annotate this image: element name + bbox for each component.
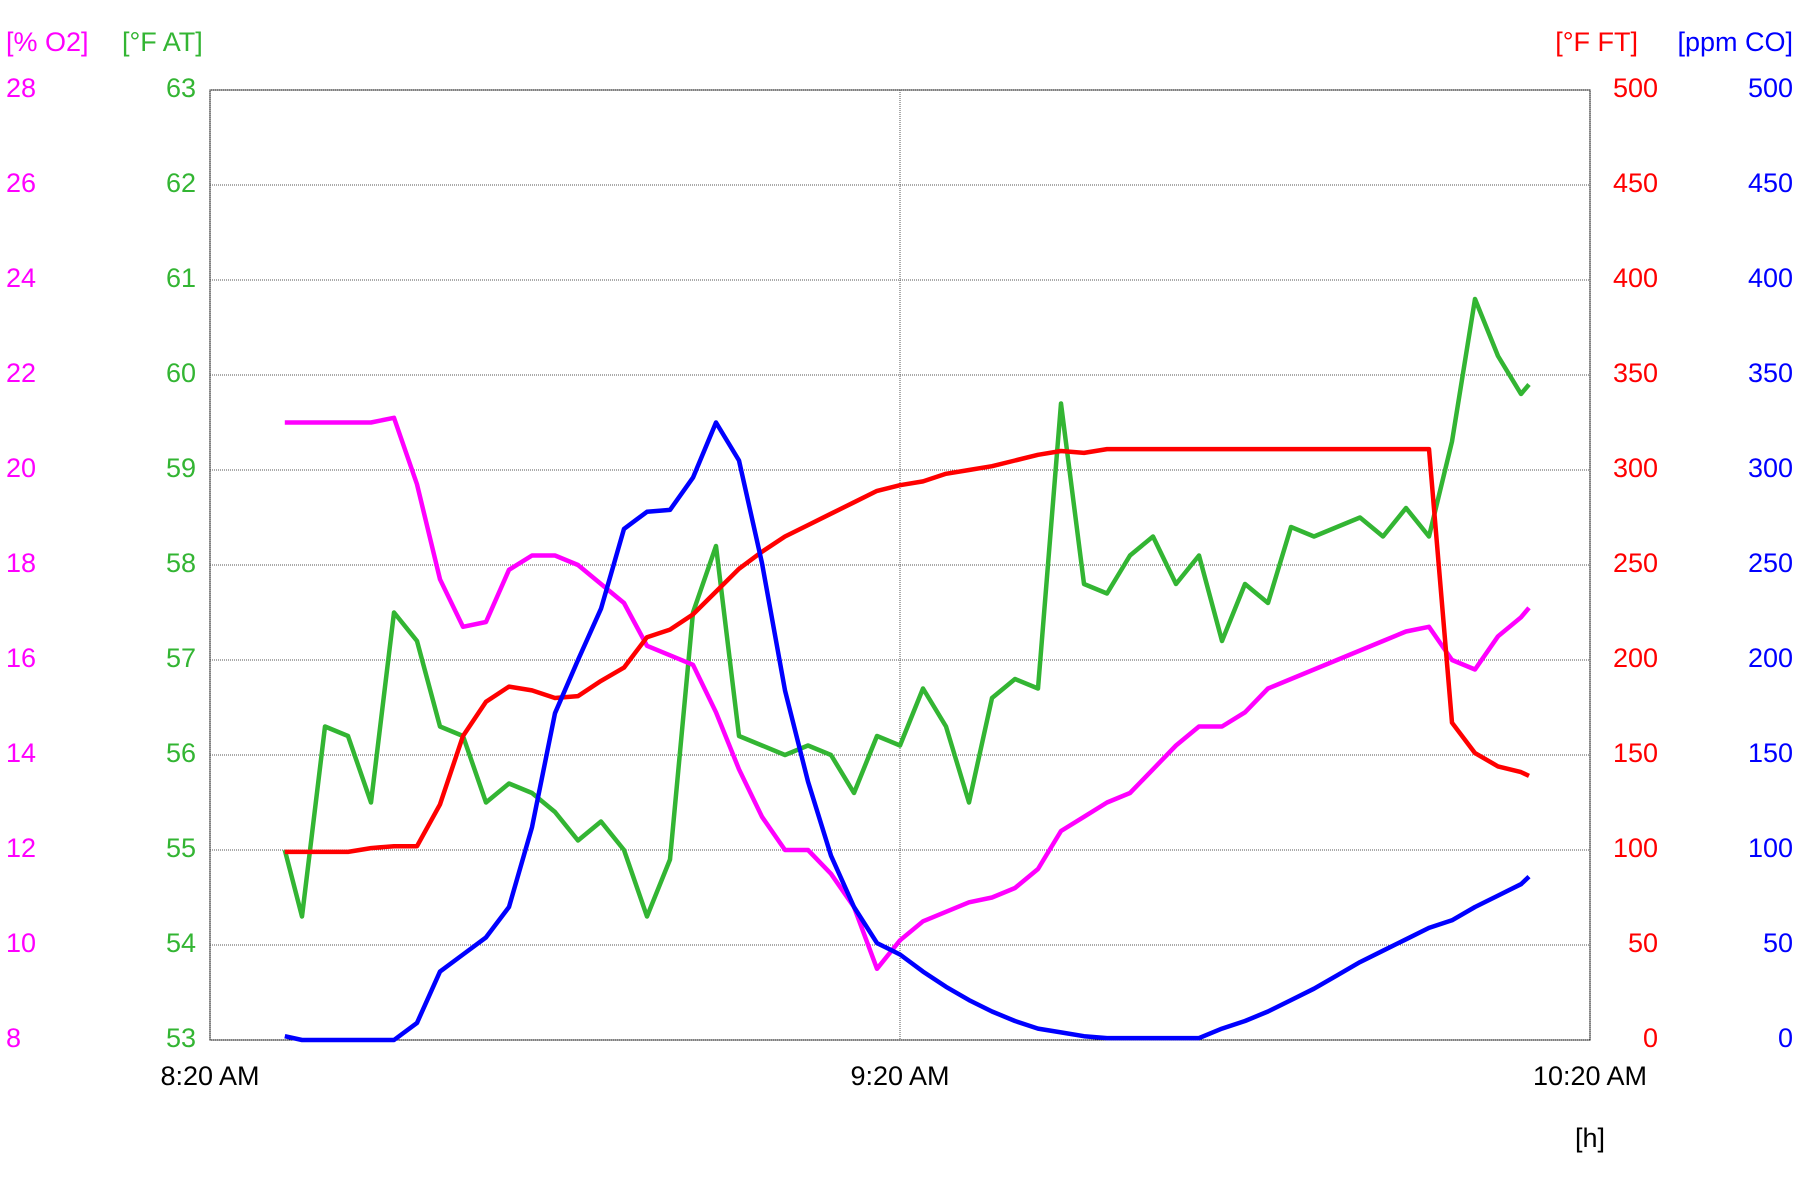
y-tick-label: 350 [1748,358,1793,388]
y-tick-label: 57 [166,643,196,673]
x-tick-label: 10:20 AM [1533,1061,1647,1091]
x-tick-label: 9:20 AM [850,1061,949,1091]
data-line [284,420,1531,1043]
y-tick-label: 10 [6,928,36,958]
y-tick-label: 54 [166,928,196,958]
y-tick-label: 18 [6,548,36,578]
y-tick-label: 8 [6,1023,21,1053]
axis-title: [°F AT] [122,27,203,57]
y-tick-label: 62 [166,168,196,198]
y-tick-label: 63 [166,73,196,103]
y-tick-label: 56 [166,738,196,768]
y-tick-label: 22 [6,358,36,388]
axis-title: [ppm CO] [1677,27,1793,57]
y-tick-label: 24 [6,263,36,293]
y-tick-label: 250 [1613,548,1658,578]
y-tick-label: 200 [1613,643,1658,673]
y-tick-label: 0 [1643,1023,1658,1053]
y-tick-label: 100 [1748,833,1793,863]
y-tick-label: 250 [1748,548,1793,578]
y-tick-label: 300 [1613,453,1658,483]
data-line [284,415,1531,972]
x-axis-title: [h] [1575,1123,1605,1153]
y-tick-label: 100 [1613,833,1658,863]
y-tick-label: 150 [1748,738,1793,768]
y-tick-label: 0 [1778,1023,1793,1053]
y-tick-label: 20 [6,453,36,483]
y-tick-label: 350 [1613,358,1658,388]
y-tick-label: 300 [1748,453,1793,483]
y-tick-label: 16 [6,643,36,673]
y-tick-label: 500 [1748,73,1793,103]
y-tick-label: 14 [6,738,36,768]
y-tick-label: 400 [1748,263,1793,293]
y-tick-label: 26 [6,168,36,198]
data-line [284,446,1530,855]
y-tick-label: 50 [1763,928,1793,958]
y-tick-label: 400 [1613,263,1658,293]
axis-title: [% O2] [6,27,89,57]
y-tick-label: 500 [1613,73,1658,103]
y-tick-label: 61 [166,263,196,293]
x-tick-label: 8:20 AM [160,1061,259,1091]
y-tick-label: 28 [6,73,36,103]
y-tick-label: 59 [166,453,196,483]
data-line [282,296,1531,919]
y-tick-label: 53 [166,1023,196,1053]
y-tick-label: 55 [166,833,196,863]
y-tick-label: 12 [6,833,36,863]
y-tick-label: 58 [166,548,196,578]
y-tick-label: 450 [1748,168,1793,198]
y-tick-label: 450 [1613,168,1658,198]
y-tick-label: 200 [1748,643,1793,673]
y-tick-label: 50 [1628,928,1658,958]
y-tick-label: 150 [1613,738,1658,768]
y-tick-label: 60 [166,358,196,388]
axis-title: [°F FT] [1555,27,1638,57]
